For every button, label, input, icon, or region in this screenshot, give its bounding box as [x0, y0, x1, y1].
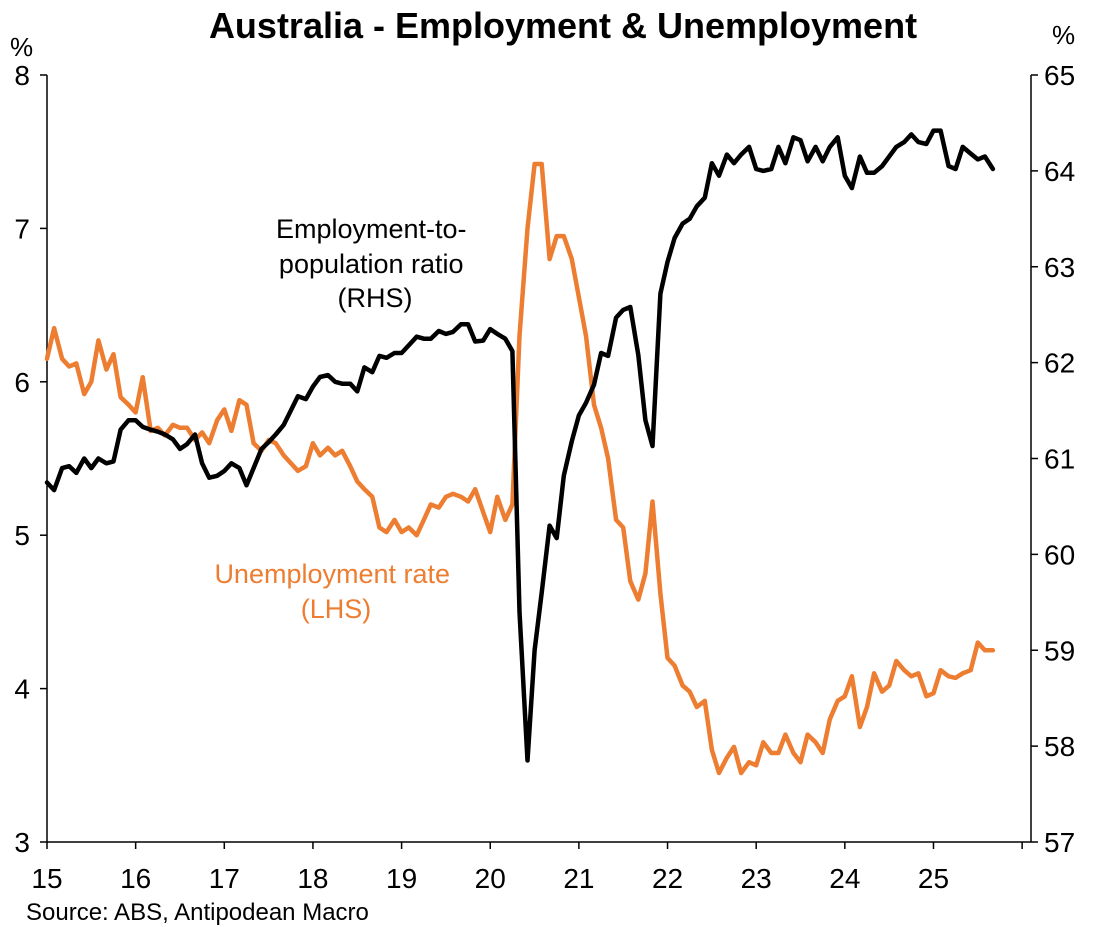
right-axis-ticks: 57 58 59 60 61 62 63 64 65: [1031, 60, 1075, 858]
x-tick-label: 20: [475, 863, 506, 894]
x-tick-label: 15: [31, 863, 62, 894]
left-tick-label: 6: [14, 367, 30, 398]
x-tick-label: 21: [563, 863, 594, 894]
right-tick-label: 57: [1044, 827, 1075, 858]
employment-annotation: Employment-to- population ratio (RHS): [276, 214, 474, 313]
right-tick-label: 61: [1044, 444, 1075, 475]
x-tick-label: 24: [829, 863, 860, 894]
x-tick-label: 19: [386, 863, 417, 894]
series-layer: [44, 128, 996, 776]
chart-title: Australia - Employment & Unemployment: [209, 5, 917, 46]
left-axis-ticks: 3 4 5 6 7 8: [14, 60, 47, 858]
x-tick-label: 17: [209, 863, 240, 894]
x-tick-label: 25: [918, 863, 949, 894]
left-tick-label: 7: [14, 213, 30, 244]
right-tick-label: 63: [1044, 252, 1075, 283]
left-tick-label: 5: [14, 520, 30, 551]
right-tick-label: 59: [1044, 635, 1075, 666]
right-tick-label: 60: [1044, 539, 1075, 570]
source-note: Source: ABS, Antipodean Macro: [26, 899, 369, 926]
left-tick-label: 3: [14, 827, 30, 858]
unemployment-annotation: Unemployment rate (LHS): [214, 559, 457, 624]
left-tick-label: 8: [14, 60, 30, 91]
right-tick-label: 64: [1044, 156, 1075, 187]
left-tick-label: 4: [14, 674, 30, 705]
x-axis-ticks: 15 16 17 18 19 20 21 22 23 24 25: [31, 842, 1023, 894]
left-axis-unit: %: [10, 32, 33, 62]
right-tick-label: 58: [1044, 731, 1075, 762]
right-tick-label: 65: [1044, 60, 1075, 91]
x-tick-label: 16: [120, 863, 151, 894]
x-tick-label: 22: [652, 863, 683, 894]
employment-ratio-line: [44, 128, 996, 763]
right-axis-unit: %: [1052, 20, 1075, 50]
x-tick-label: 18: [297, 863, 328, 894]
unemployment-rate-line: [44, 161, 996, 776]
x-tick-label: 23: [741, 863, 772, 894]
right-tick-label: 62: [1044, 348, 1075, 379]
